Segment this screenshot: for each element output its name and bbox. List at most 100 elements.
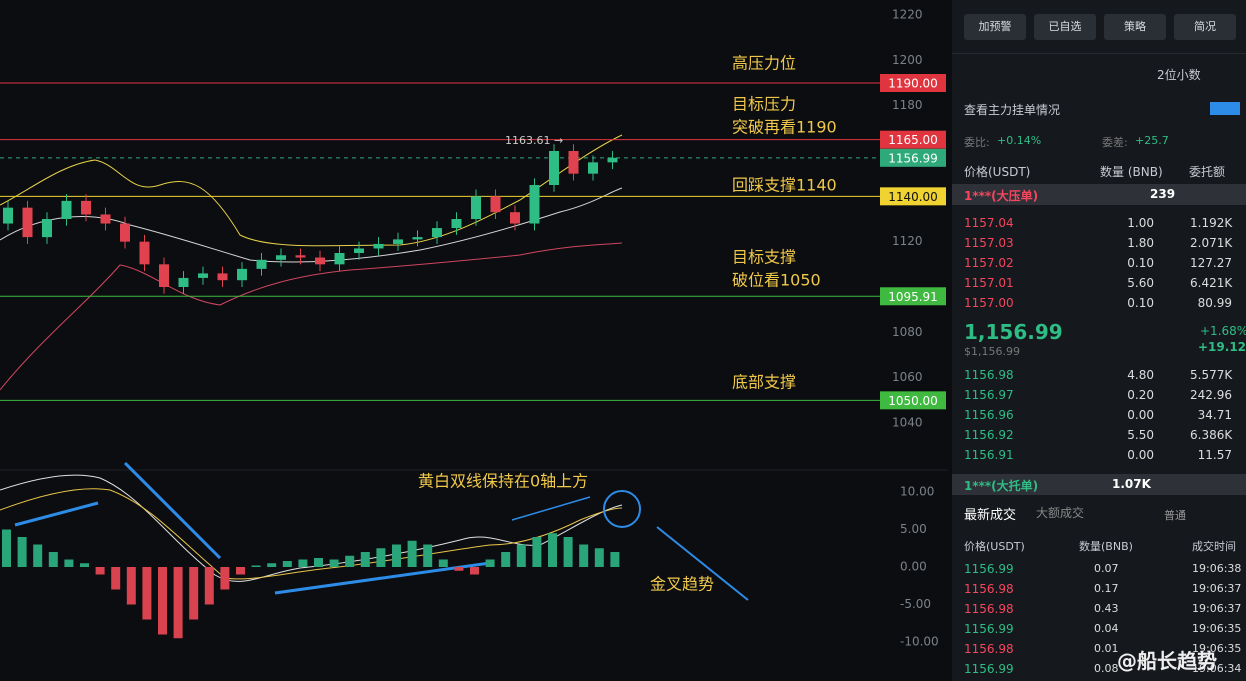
text: 0.08 [1094,662,1119,675]
candle-body [432,228,442,238]
text: 5.50 [1127,428,1154,442]
candle-body [471,196,481,219]
level-tag [880,148,946,167]
candle-body [568,151,579,174]
text: 127.27 [1190,256,1232,270]
side-panel: 加预警 已自选 策略 简况 2位小数查看主力挂单情况 委比: +0.14% 委差: +25.7 价… [952,0,1246,681]
level-label: 1095.91 [888,290,938,304]
text: $1,156.99 [964,345,1020,358]
text: 委托额 [1189,165,1226,179]
level-label: 1156.99 [888,151,938,165]
candle-body [100,214,111,224]
macd-bar [423,544,433,567]
arrows [14,461,749,601]
candle-body [22,207,33,238]
text: 1156.99 [964,662,1014,676]
macd-bar [548,533,557,567]
text: 1156.98 [964,642,1014,656]
annotation: 高压力位 [732,54,796,73]
text: 0.00 [1127,408,1154,422]
macd-bar [282,561,292,567]
text: 242.96 [1190,388,1232,402]
text: 0.10 [1127,256,1154,270]
macd-bar [95,567,105,575]
level-tag [880,287,946,306]
text: 委比: [964,136,990,149]
macd-tick-label: 10.00 [900,485,934,499]
button[interactable]: 策略 [1104,14,1166,40]
macd-bar [516,544,526,567]
text: 数量(BNB) [1079,540,1133,553]
macd-bar [470,567,479,575]
text: 1***(大托单) [964,479,1039,493]
macd-bar [48,552,58,567]
level-label: 1190.00 [888,77,938,91]
level-label: 1140.00 [888,190,938,204]
text: +0.14% [997,134,1042,147]
candle-body [3,207,13,224]
text: 19:06:35 [1192,622,1242,635]
button[interactable]: 已自选 [1034,14,1096,40]
candle-body [217,273,228,281]
macd-bar [220,567,230,590]
text: 数量 (BNB) [1100,165,1163,179]
macd-bar [267,563,277,567]
macd-bar [142,567,152,620]
candle-body [334,253,345,265]
lower-band [0,242,623,391]
big-ask-row [952,184,1246,205]
candle-body [354,248,364,253]
candle-body [81,200,91,215]
annotation: 底部支撑 [732,373,796,392]
macd-bar [204,567,214,605]
annotation: 回踩支撑1140 [732,176,837,195]
macd-bar [485,559,495,567]
candle-body [373,243,384,249]
macd-bar [17,537,27,567]
candle-body [178,277,189,287]
y-tick-label: 1060 [892,370,923,384]
text: 5.60 [1127,276,1154,290]
candle-body [237,268,247,281]
tab[interactable]: 大额成交 [1036,506,1085,520]
text: 查看主力挂单情况 [964,103,1061,117]
macd-bar [298,559,308,567]
button[interactable]: 简况 [1174,14,1236,40]
text: 0.04 [1094,622,1119,635]
text: 成交时间 [1192,540,1236,553]
last-marker: 1163.61 → [505,134,563,147]
text: +25.7 [1135,134,1169,147]
text: 价格(USDT) [964,165,1031,179]
annotation: 金叉趋势 [650,575,714,594]
candle-body [607,157,618,163]
text: 1.00 [1127,216,1154,230]
text: 19:06:35 [1192,642,1242,655]
macd-tick-label: -5.00 [900,597,931,611]
middle-band [0,187,623,263]
macd-bar [563,537,573,567]
text: 2位小数 [1157,68,1201,82]
candle-body [529,185,540,224]
text: 19:06:34 [1192,662,1242,675]
text: 34.71 [1197,408,1232,422]
button[interactable]: 加预警 [964,14,1026,40]
text: 1156.92 [964,428,1014,442]
text: 2.071K [1190,236,1233,250]
level-tag [880,130,946,149]
level-tag [880,74,946,92]
macd-bar [189,567,199,620]
candle-body [139,241,150,265]
macd-tick-label: 0.00 [900,560,927,574]
level-label: 1165.00 [888,133,938,147]
tab[interactable]: 最新成交 [964,508,1017,523]
text: 1157.00 [964,296,1014,310]
text: 委差: [1102,136,1128,149]
text: 1156.98 [964,582,1014,596]
dea-line [0,488,623,580]
candle-body [256,259,267,269]
macd-bar [376,548,386,567]
text: 1157.01 [964,276,1014,290]
macd-bar [501,552,511,567]
text: 价格(USDT) [964,540,1025,553]
macd-bar [345,555,355,567]
